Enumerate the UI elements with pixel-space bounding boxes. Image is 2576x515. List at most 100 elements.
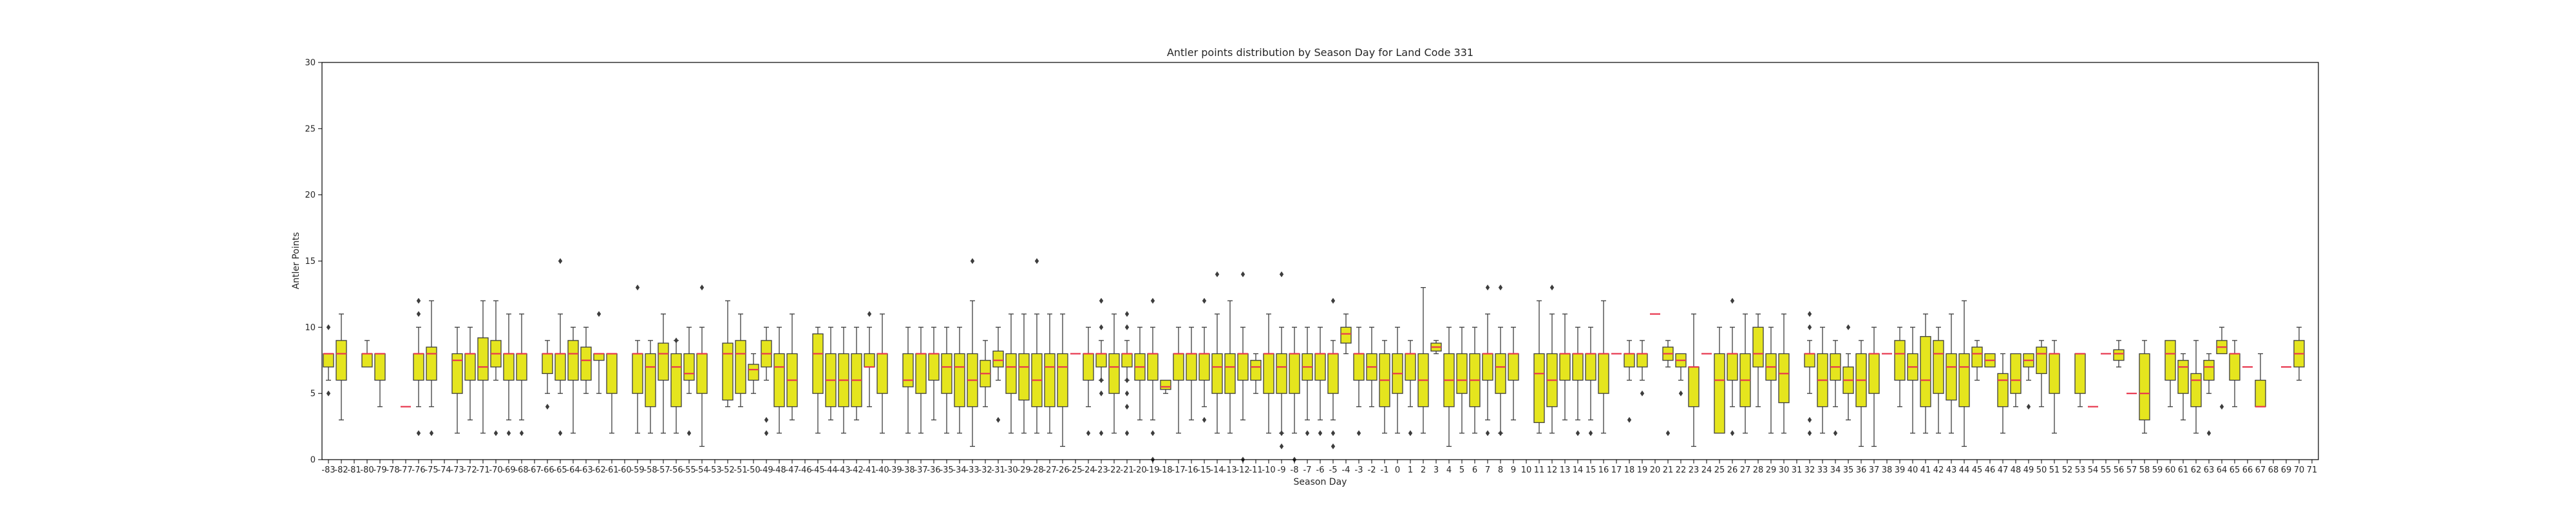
box-iqr bbox=[1224, 353, 1236, 394]
box--17 bbox=[1173, 326, 1184, 434]
box-26 bbox=[1727, 297, 1738, 436]
outlier-point bbox=[996, 417, 1001, 423]
x-tick-label: 1 bbox=[1408, 465, 1413, 475]
box-iqr bbox=[1920, 336, 1931, 407]
x-tick-label: 58 bbox=[2139, 465, 2150, 475]
x-tick-label: -75 bbox=[424, 465, 438, 475]
box-iqr bbox=[1005, 353, 1017, 394]
outlier-point bbox=[416, 297, 421, 304]
x-tick-label: 17 bbox=[1611, 465, 1622, 475]
outlier-point bbox=[1086, 430, 1091, 436]
box--45 bbox=[812, 326, 824, 434]
box-iqr bbox=[1804, 353, 1815, 368]
box--14 bbox=[1211, 271, 1223, 434]
box-iqr bbox=[876, 353, 888, 394]
x-tick-label: 14 bbox=[1573, 465, 1584, 475]
x-tick-label: -72 bbox=[463, 465, 477, 475]
x-tick-label: -3 bbox=[1355, 465, 1363, 475]
x-tick-label: -49 bbox=[759, 465, 773, 475]
x-tick-label: 7 bbox=[1485, 465, 1490, 475]
box-iqr bbox=[1624, 353, 1635, 368]
chart-title: Antler points distribution by Season Day… bbox=[1167, 46, 1473, 59]
x-tick-label: 36 bbox=[1856, 465, 1867, 475]
box--40 bbox=[876, 314, 888, 434]
box-67 bbox=[2255, 353, 2266, 407]
x-tick-label: -33 bbox=[965, 465, 979, 475]
x-tick-label: 27 bbox=[1740, 465, 1751, 475]
box-iqr bbox=[1250, 360, 1262, 381]
x-tick-label: -31 bbox=[991, 465, 1005, 475]
outlier-point bbox=[416, 311, 421, 317]
x-tick-label: -41 bbox=[862, 465, 876, 475]
plot-frame bbox=[321, 62, 2319, 460]
x-tick-label: 51 bbox=[2049, 465, 2060, 475]
x-tick-label: -56 bbox=[669, 465, 683, 475]
box-0 bbox=[1392, 326, 1403, 434]
x-tick-label: -14 bbox=[1210, 465, 1224, 475]
x-tick-label: -7 bbox=[1303, 465, 1312, 475]
outlier-point bbox=[1124, 377, 1130, 384]
box-iqr bbox=[516, 353, 527, 381]
box-iqr bbox=[1083, 353, 1094, 381]
box-iqr bbox=[1456, 353, 1468, 394]
x-tick-label: 53 bbox=[2075, 465, 2086, 475]
x-tick-label: 50 bbox=[2036, 465, 2047, 475]
x-tick-label: 64 bbox=[2217, 465, 2228, 475]
x-tick-label: 34 bbox=[1830, 465, 1841, 475]
x-tick-label: -17 bbox=[1171, 465, 1185, 475]
box-iqr bbox=[323, 353, 334, 368]
x-tick-label: -60 bbox=[618, 465, 631, 475]
outlier-point bbox=[1099, 390, 1104, 397]
outlier-point bbox=[1124, 404, 1130, 410]
box--1 bbox=[1379, 340, 1390, 434]
box-iqr bbox=[503, 353, 515, 381]
box-iqr bbox=[1533, 353, 1545, 424]
box-30 bbox=[1778, 314, 1790, 434]
box-iqr bbox=[554, 353, 566, 381]
box-iqr bbox=[683, 353, 695, 381]
x-tick-label: 23 bbox=[1689, 465, 1700, 475]
box-14 bbox=[1572, 326, 1584, 436]
box--71 bbox=[477, 300, 489, 434]
box-iqr bbox=[1482, 353, 1493, 381]
box-iqr bbox=[1198, 353, 1210, 381]
box-iqr bbox=[426, 346, 437, 381]
box-iqr bbox=[1160, 379, 1171, 390]
box-6 bbox=[1469, 326, 1481, 434]
box--4 bbox=[1340, 314, 1352, 355]
x-axis-label: Season Day bbox=[1294, 477, 1347, 487]
box-iqr bbox=[413, 353, 424, 381]
box-iqr bbox=[1495, 353, 1506, 394]
box-32 bbox=[1804, 311, 1815, 436]
y-axis-label: Antler Points bbox=[291, 232, 301, 290]
outlier-point bbox=[1331, 430, 1336, 436]
y-tick-label: 5 bbox=[310, 389, 316, 399]
x-tick-label: -19 bbox=[1146, 465, 1159, 475]
x-tick-label: -47 bbox=[785, 465, 799, 475]
box-12 bbox=[1546, 285, 1558, 434]
x-tick-label: -77 bbox=[399, 465, 412, 475]
x-tick-label: -83 bbox=[321, 465, 335, 475]
x-tick-label: -30 bbox=[1004, 465, 1018, 475]
box--29 bbox=[1018, 314, 1030, 434]
box--30 bbox=[1005, 314, 1017, 434]
box-iqr bbox=[451, 353, 463, 394]
box--6 bbox=[1314, 326, 1326, 436]
y-tick-label: 0 bbox=[310, 456, 316, 465]
box--50 bbox=[748, 353, 759, 394]
x-tick-label: -36 bbox=[927, 465, 940, 475]
box-45 bbox=[1971, 340, 1983, 381]
box-iqr bbox=[2010, 353, 2022, 394]
box--20 bbox=[1134, 326, 1146, 420]
box--18 bbox=[1160, 379, 1171, 394]
outlier-point bbox=[545, 404, 550, 410]
box--68 bbox=[516, 314, 527, 436]
x-tick-label: -70 bbox=[489, 465, 502, 475]
box-iqr bbox=[336, 340, 347, 381]
box--26 bbox=[1057, 314, 1068, 447]
x-tick-label: 21 bbox=[1663, 465, 1674, 475]
box--21 bbox=[1121, 311, 1133, 436]
x-tick-label: -13 bbox=[1223, 465, 1236, 475]
box-iqr bbox=[1147, 353, 1159, 381]
outlier-point bbox=[635, 285, 640, 291]
